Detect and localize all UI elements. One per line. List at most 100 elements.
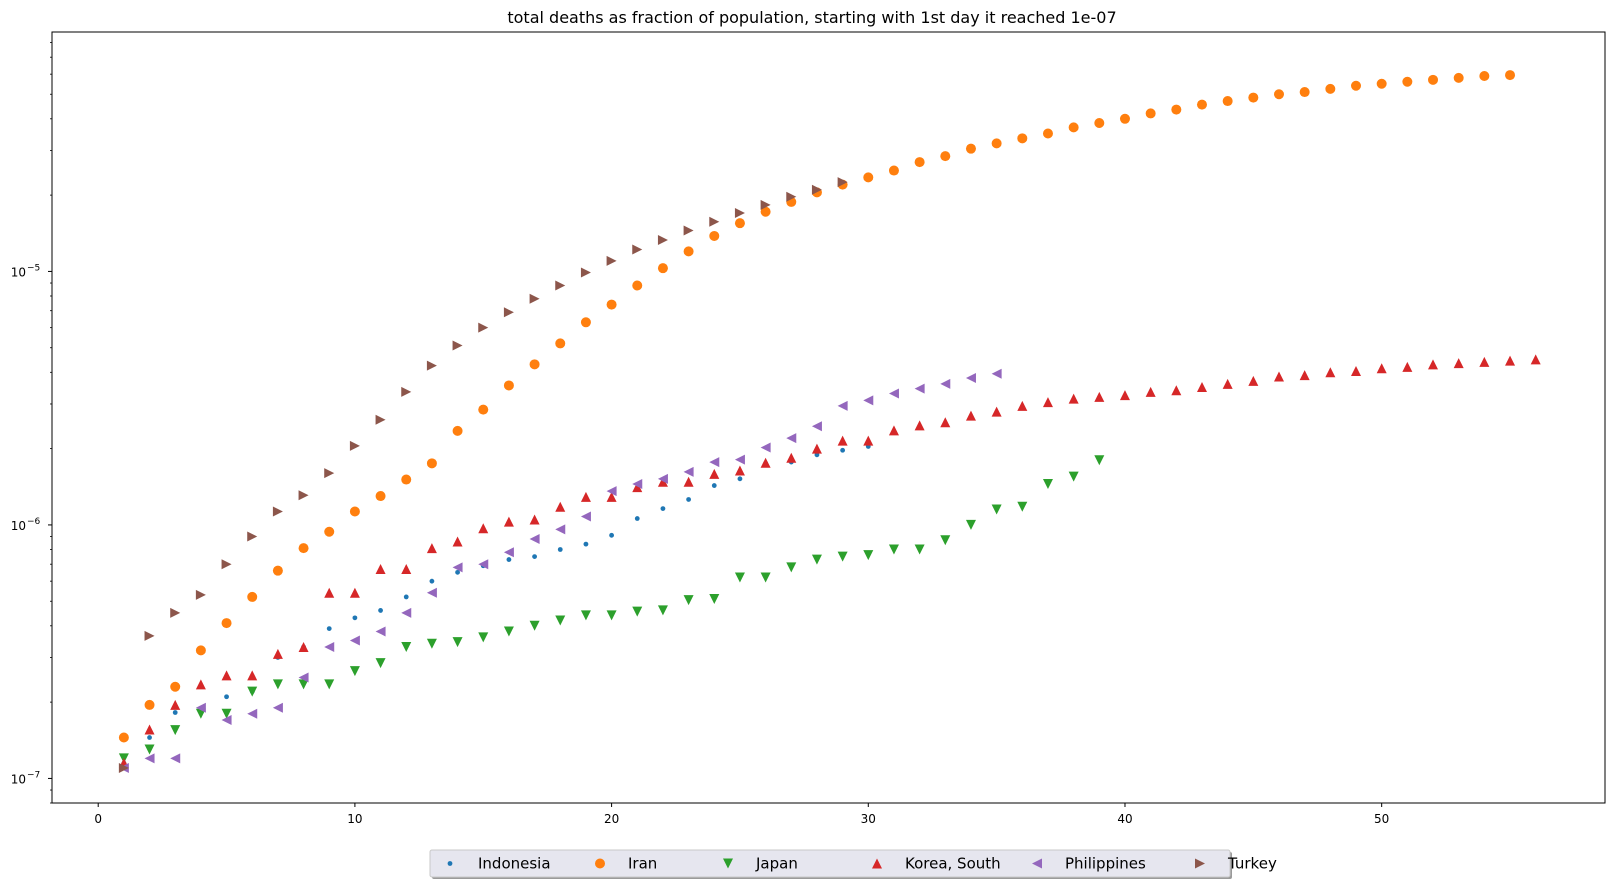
data-point	[991, 504, 1002, 515]
data-point	[298, 641, 309, 652]
data-point	[1479, 71, 1490, 82]
data-point	[786, 433, 797, 444]
data-point	[709, 468, 720, 479]
data-point	[863, 172, 874, 183]
data-point	[195, 679, 206, 690]
data-point	[734, 454, 745, 465]
x-tick-label: 0	[94, 812, 102, 826]
data-point	[1376, 363, 1387, 374]
data-point	[1428, 74, 1439, 85]
series-korea-south	[118, 354, 1541, 769]
data-point	[375, 564, 386, 575]
data-point	[837, 400, 848, 411]
data-point	[914, 420, 925, 431]
data-point	[532, 554, 537, 560]
data-point	[837, 551, 848, 562]
data-point	[401, 641, 412, 652]
y-axis: 10−710−610−5	[11, 42, 52, 804]
data-point	[1094, 391, 1105, 402]
data-point	[144, 744, 155, 755]
data-point	[660, 506, 666, 511]
y-tick-label: 10	[11, 519, 26, 533]
data-point	[583, 541, 589, 547]
data-point	[272, 648, 283, 659]
plot-area	[52, 32, 1605, 803]
legend-label: Korea, South	[905, 855, 1001, 873]
data-point	[760, 442, 771, 453]
legend-entry: Iran	[595, 855, 657, 873]
data-point	[1042, 397, 1053, 408]
data-point	[1325, 83, 1336, 94]
legend-marker	[1195, 858, 1205, 869]
data-point	[349, 440, 360, 451]
data-point	[1017, 501, 1028, 512]
data-point	[580, 511, 591, 522]
data-point	[452, 562, 463, 573]
data-point	[529, 359, 540, 370]
data-point	[863, 550, 874, 561]
data-point	[503, 380, 514, 391]
data-point	[326, 626, 332, 631]
data-point	[1325, 367, 1336, 378]
data-point	[1068, 393, 1079, 404]
data-point	[580, 317, 591, 328]
data-point	[324, 679, 335, 690]
series-iran	[118, 70, 1516, 743]
data-point	[555, 280, 566, 291]
data-point	[452, 536, 463, 547]
data-point	[555, 524, 566, 535]
data-point	[814, 452, 820, 458]
data-point	[1222, 378, 1233, 389]
data-point	[1351, 80, 1362, 91]
data-point	[272, 702, 283, 713]
data-point	[503, 626, 514, 637]
x-tick-label: 50	[1374, 812, 1389, 826]
data-point	[247, 708, 258, 719]
data-point	[609, 532, 614, 538]
data-point	[683, 246, 694, 257]
data-point	[760, 199, 771, 210]
data-point	[1351, 365, 1362, 376]
data-marks	[118, 70, 1541, 773]
data-point	[991, 138, 1002, 149]
data-point	[426, 638, 437, 649]
data-point	[1505, 355, 1516, 366]
data-point	[991, 406, 1002, 417]
data-point	[606, 610, 617, 621]
data-point	[632, 606, 643, 617]
data-point	[426, 587, 437, 598]
y-tick-exponent: −7	[27, 770, 40, 780]
series-philippines	[118, 368, 1002, 773]
data-point	[683, 476, 694, 487]
data-point	[555, 615, 566, 626]
legend-marker	[723, 858, 733, 869]
data-point	[478, 404, 489, 415]
legend: Indonesia Iran Japan Korea, South Philippine…	[429, 849, 1277, 879]
data-point	[1068, 122, 1079, 133]
legend-entry: Korea, South	[872, 855, 1001, 873]
data-point	[606, 486, 617, 497]
data-point	[478, 632, 489, 643]
data-point	[760, 457, 771, 468]
legend-label: Philippines	[1065, 855, 1146, 873]
data-point	[247, 531, 258, 542]
data-point	[632, 244, 643, 255]
data-point	[221, 559, 232, 570]
data-point	[1171, 385, 1182, 396]
data-point	[1196, 99, 1207, 110]
data-point	[401, 474, 412, 485]
data-point	[349, 587, 360, 598]
data-point	[375, 658, 386, 669]
data-point	[272, 679, 283, 690]
data-point	[378, 608, 383, 613]
data-point	[170, 753, 181, 764]
data-point	[940, 417, 951, 428]
data-point	[965, 519, 976, 530]
data-point	[1171, 104, 1182, 115]
data-point	[965, 143, 976, 154]
data-point	[811, 184, 822, 195]
data-point	[734, 572, 745, 583]
data-point	[1068, 471, 1079, 482]
data-point	[247, 686, 258, 697]
